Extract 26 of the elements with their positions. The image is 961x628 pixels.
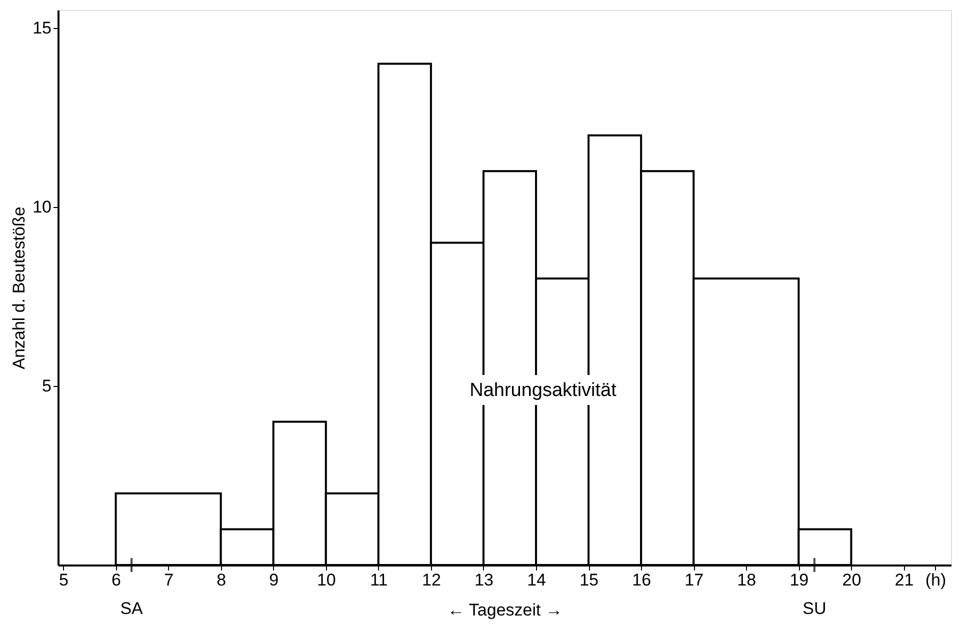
- x-tick-label: 16: [632, 570, 652, 590]
- x-axis-title: ← Tageszeit →: [448, 600, 562, 620]
- y-tick-label: 10: [32, 197, 52, 216]
- x-tick-label: 17: [684, 570, 704, 590]
- annotation: Nahrungsaktivität: [470, 380, 618, 401]
- y-tick-label: 15: [32, 18, 52, 38]
- x-tick-label: 15: [580, 570, 599, 590]
- x-tick-label: 13: [474, 570, 494, 590]
- x-tick-label: 8: [216, 570, 226, 590]
- x-tick-label: 21: [894, 570, 914, 590]
- x-tick-label: 12: [422, 570, 441, 590]
- x-tick-label: 19: [790, 570, 809, 590]
- y-tick-label: 5: [42, 376, 52, 396]
- annotation: SA: [120, 599, 144, 618]
- x-tick-label: 14: [527, 570, 546, 590]
- x-tick-label: 7: [164, 570, 174, 590]
- x-tick-label: (h): [925, 570, 946, 590]
- annotation: SU: [802, 599, 826, 618]
- x-tick-label: 9: [269, 570, 279, 590]
- x-tick-label: 18: [737, 570, 756, 590]
- x-tick-label: 10: [316, 570, 336, 590]
- x-tick-label: 5: [59, 570, 68, 590]
- x-tick-label: 20: [842, 570, 862, 590]
- x-tick-label: 11: [370, 570, 388, 590]
- x-tick-label: 6: [112, 570, 122, 590]
- y-axis-title: Anzahl d. Beutestöße: [10, 206, 29, 370]
